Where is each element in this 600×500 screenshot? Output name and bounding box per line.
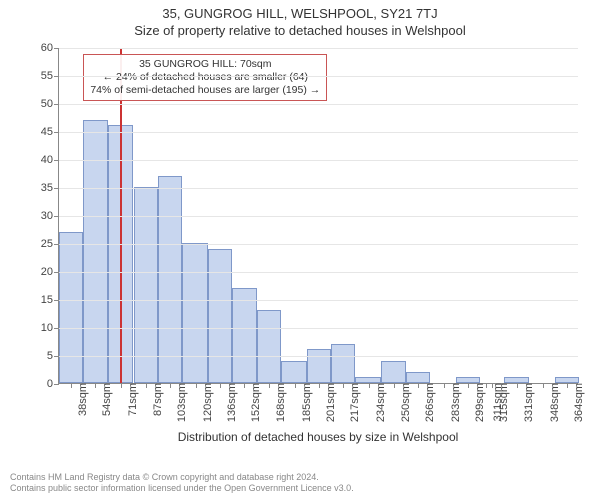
footer-line1: Contains HM Land Registry data © Crown c… <box>10 472 590 483</box>
title-address: 35, GUNGROG HILL, WELSHPOOL, SY21 7TJ <box>0 6 600 21</box>
histogram-bar <box>208 249 232 383</box>
x-tick-label: 168sqm <box>273 383 287 422</box>
histogram-bar <box>281 361 307 383</box>
x-tick-label: 54sqm <box>99 383 113 416</box>
annotation-line3: 74% of semi-detached houses are larger (… <box>90 84 320 97</box>
title-block: 35, GUNGROG HILL, WELSHPOOL, SY21 7TJ Si… <box>0 0 600 38</box>
x-axis-label: Distribution of detached houses by size … <box>58 430 578 444</box>
y-tick-label: 15 <box>41 294 59 306</box>
x-tick-label: 331sqm <box>521 383 535 422</box>
x-tick-label: 283sqm <box>448 383 462 422</box>
x-tick-label: 201sqm <box>323 383 337 422</box>
title-subtitle: Size of property relative to detached ho… <box>0 23 600 38</box>
plot-wrap: Number of detached properties 35 GUNGROG… <box>58 48 578 418</box>
y-tick-label: 40 <box>41 154 59 166</box>
x-tick <box>295 383 296 388</box>
histogram-bar <box>331 344 355 383</box>
histogram-bar <box>381 361 405 383</box>
y-gridline <box>59 244 578 245</box>
x-tick-label: 87sqm <box>150 383 164 416</box>
x-tick <box>220 383 221 388</box>
x-tick-label: 185sqm <box>299 383 313 422</box>
y-gridline <box>59 356 578 357</box>
y-tick-label: 5 <box>47 350 59 362</box>
x-tick <box>444 383 445 388</box>
x-tick-label: 120sqm <box>200 383 214 422</box>
y-tick-label: 35 <box>41 182 59 194</box>
y-gridline <box>59 188 578 189</box>
x-tick <box>543 383 544 388</box>
y-tick-label: 55 <box>41 70 59 82</box>
histogram-bar <box>59 232 83 383</box>
x-tick-label: 315sqm <box>496 383 510 422</box>
y-gridline <box>59 132 578 133</box>
y-gridline <box>59 300 578 301</box>
x-tick <box>343 383 344 388</box>
x-tick-label: 234sqm <box>373 383 387 422</box>
x-tick-label: 299sqm <box>472 383 486 422</box>
y-gridline <box>59 272 578 273</box>
x-tick <box>121 383 122 388</box>
x-tick-label: 250sqm <box>398 383 412 422</box>
y-gridline <box>59 76 578 77</box>
x-tick-label: 103sqm <box>174 383 188 422</box>
histogram-bar <box>182 243 208 383</box>
x-tick <box>492 383 493 388</box>
x-tick <box>418 383 419 388</box>
x-tick <box>146 383 147 388</box>
x-tick <box>369 383 370 388</box>
plot-area: Number of detached properties 35 GUNGROG… <box>58 48 578 384</box>
y-tick-label: 0 <box>47 378 59 390</box>
y-tick-label: 20 <box>41 266 59 278</box>
x-tick <box>269 383 270 388</box>
x-tick <box>394 383 395 388</box>
annotation-line1: 35 GUNGROG HILL: 70sqm <box>90 58 320 71</box>
y-tick-label: 25 <box>41 238 59 250</box>
x-tick-label: 71sqm <box>125 383 139 416</box>
x-tick <box>517 383 518 388</box>
histogram-bar <box>232 288 256 383</box>
annotation-line2: ← 24% of detached houses are smaller (64… <box>90 71 320 84</box>
x-tick-label: 266sqm <box>422 383 436 422</box>
y-tick-label: 30 <box>41 210 59 222</box>
x-tick-label: 348sqm <box>547 383 561 422</box>
y-tick-label: 50 <box>41 98 59 110</box>
annotation-box: 35 GUNGROG HILL: 70sqm ← 24% of detached… <box>83 54 327 101</box>
x-tick <box>319 383 320 388</box>
footer: Contains HM Land Registry data © Crown c… <box>10 472 590 494</box>
x-tick <box>244 383 245 388</box>
y-gridline <box>59 104 578 105</box>
x-tick <box>486 383 487 388</box>
x-tick-label: 217sqm <box>347 383 361 422</box>
y-gridline <box>59 160 578 161</box>
histogram-bar <box>257 310 281 383</box>
x-tick-label: 38sqm <box>75 383 89 416</box>
x-tick <box>196 383 197 388</box>
y-tick-label: 10 <box>41 322 59 334</box>
histogram-bar <box>406 372 430 383</box>
x-tick <box>71 383 72 388</box>
x-tick <box>468 383 469 388</box>
y-tick-label: 60 <box>41 42 59 54</box>
x-tick <box>170 383 171 388</box>
y-gridline <box>59 216 578 217</box>
histogram-bar <box>307 349 331 383</box>
footer-line2: Contains public sector information licen… <box>10 483 590 494</box>
x-tick <box>567 383 568 388</box>
histogram-bar <box>158 176 182 383</box>
x-tick-label: 364sqm <box>571 383 585 422</box>
y-gridline <box>59 48 578 49</box>
y-tick-label: 45 <box>41 126 59 138</box>
x-tick <box>95 383 96 388</box>
y-gridline <box>59 328 578 329</box>
x-tick-label: 152sqm <box>248 383 262 422</box>
x-tick-label: 136sqm <box>224 383 238 422</box>
